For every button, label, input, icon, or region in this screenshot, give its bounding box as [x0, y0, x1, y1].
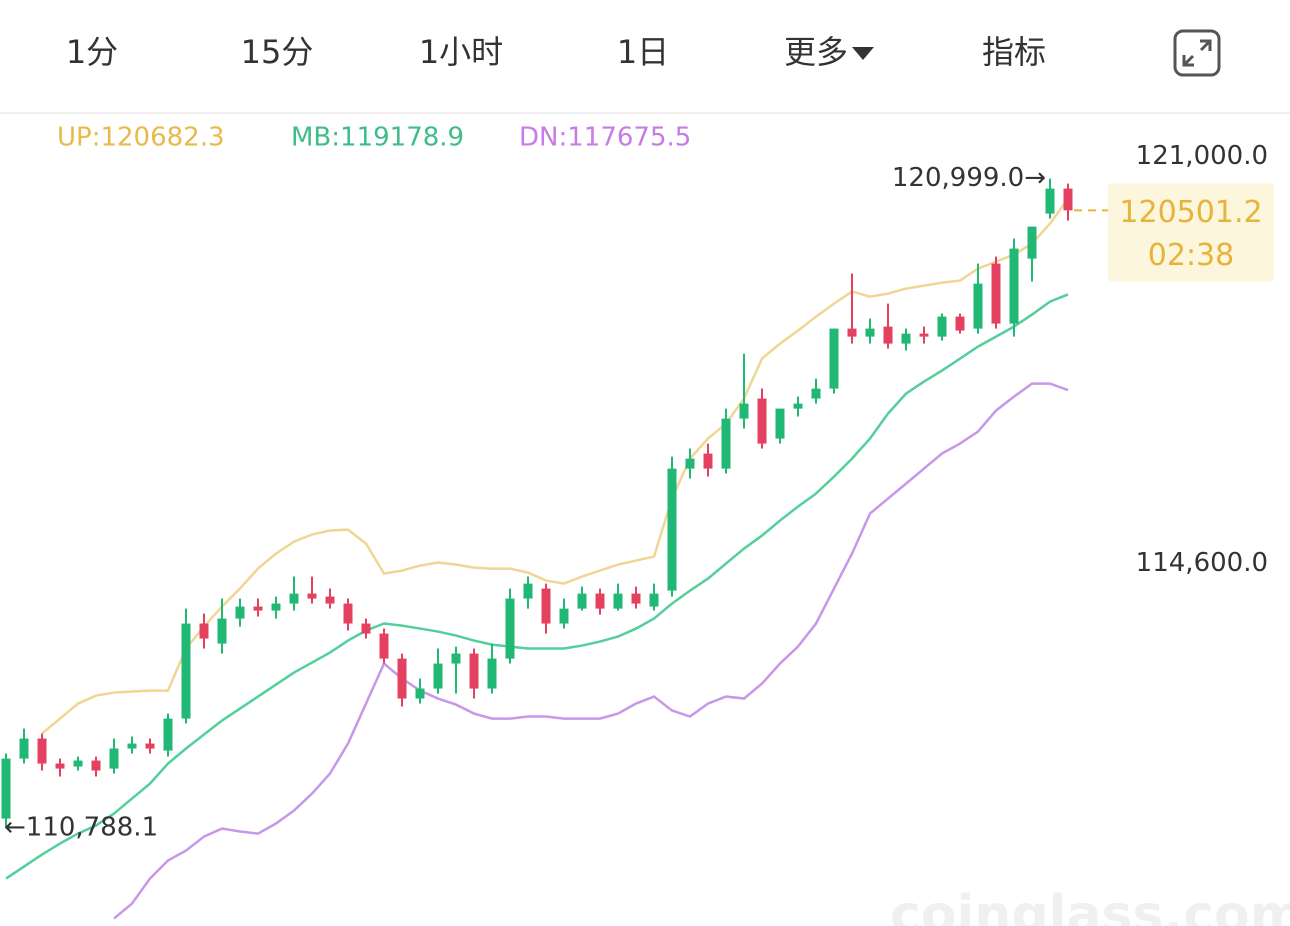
- tab[interactable]: 15分: [241, 33, 314, 71]
- dropdown-arrow[interactable]: [852, 47, 874, 60]
- candle-body: [955, 316, 965, 331]
- tab[interactable]: 1日: [617, 33, 669, 71]
- candle-body: [523, 583, 533, 599]
- candle-body: [127, 743, 137, 749]
- timeframe-tabs: 1分 15分 1小时 1日 更多 指标: [66, 33, 1046, 71]
- candle-body: [433, 663, 443, 689]
- candle-body: [973, 283, 983, 329]
- candle-body: [397, 658, 407, 699]
- candle-body: [829, 328, 839, 389]
- candle-body: [181, 623, 191, 719]
- tab[interactable]: 1小时: [419, 33, 503, 71]
- candle-body: [1, 758, 11, 819]
- overlay: UP:120682.3 MB:119178.9 DN:117675.5 121,000…: [4, 123, 1274, 843]
- candle-body: [613, 593, 623, 609]
- candle-body: [343, 603, 353, 624]
- low-label: ←110,788.1: [4, 813, 158, 843]
- candle-body: [415, 688, 425, 699]
- candle-body: [865, 328, 875, 337]
- countdown: 02:38: [1148, 238, 1234, 273]
- candle-body: [703, 453, 713, 469]
- fullscreen-button[interactable]: [1173, 29, 1221, 77]
- last-price-box: [1108, 183, 1274, 282]
- candle-body: [91, 760, 101, 771]
- candle-body: [631, 593, 641, 604]
- candle-body: [1045, 188, 1055, 214]
- legend-label: MB:119178.9: [291, 123, 464, 153]
- candle-body: [649, 593, 659, 607]
- candle-body: [919, 333, 929, 337]
- y-tick-label: 114,600.0: [1136, 548, 1268, 578]
- candle-body: [991, 263, 1001, 324]
- tab[interactable]: 指标: [982, 33, 1046, 71]
- candle-body: [757, 398, 767, 444]
- candle-body: [235, 606, 245, 619]
- candle-body: [451, 653, 461, 664]
- candle-body: [253, 606, 263, 611]
- last-price: 120501.2: [1119, 195, 1262, 230]
- candle-body: [775, 408, 785, 439]
- candle-body: [685, 458, 695, 469]
- candle-body: [379, 633, 389, 659]
- candle-body: [199, 623, 209, 639]
- tab[interactable]: 更多: [784, 33, 848, 71]
- candle-body: [55, 763, 65, 769]
- bands: [5, 198, 1070, 920]
- band-line: [113, 382, 1069, 920]
- candle-body: [487, 658, 497, 689]
- candle-body: [739, 403, 749, 419]
- candle-body: [541, 588, 551, 624]
- candle-body: [595, 593, 605, 609]
- candles: [1, 178, 1073, 829]
- candle-body: [145, 743, 155, 749]
- candle-body: [361, 623, 371, 634]
- candle-body: [289, 593, 299, 604]
- candle-body: [469, 653, 479, 689]
- candle-body: [73, 760, 83, 767]
- band-line: [5, 293, 1069, 880]
- candle-body: [883, 326, 893, 344]
- candle-body: [19, 738, 29, 759]
- legend-label: DN:117675.5: [519, 123, 691, 153]
- candle-body: [325, 596, 335, 604]
- candle-body: [559, 608, 569, 624]
- candle-body: [271, 603, 281, 611]
- candle-body: [577, 593, 587, 609]
- tab[interactable]: 1分: [66, 33, 118, 71]
- candle-body: [901, 333, 911, 344]
- candle-body: [1063, 188, 1073, 211]
- candle-body: [667, 468, 677, 591]
- candle-body: [505, 598, 515, 659]
- watermark: coinglass.com: [890, 885, 1290, 926]
- band-line: [41, 198, 1070, 735]
- candle-body: [217, 618, 227, 644]
- candle-body: [721, 418, 731, 469]
- candle-body: [847, 328, 857, 337]
- candle-body: [1027, 226, 1037, 259]
- candle-body: [109, 748, 119, 769]
- candle-body: [37, 738, 47, 764]
- candle-body: [1009, 248, 1019, 324]
- candle-body: [793, 403, 803, 409]
- candle-body: [307, 593, 317, 599]
- high-label: 120,999.0→: [892, 163, 1046, 193]
- y-tick-label: 121,000.0: [1136, 141, 1268, 171]
- candle-body: [811, 388, 821, 399]
- candle-body: [937, 316, 947, 337]
- candle-body: [163, 718, 173, 751]
- legend-label: UP:120682.3: [57, 123, 225, 153]
